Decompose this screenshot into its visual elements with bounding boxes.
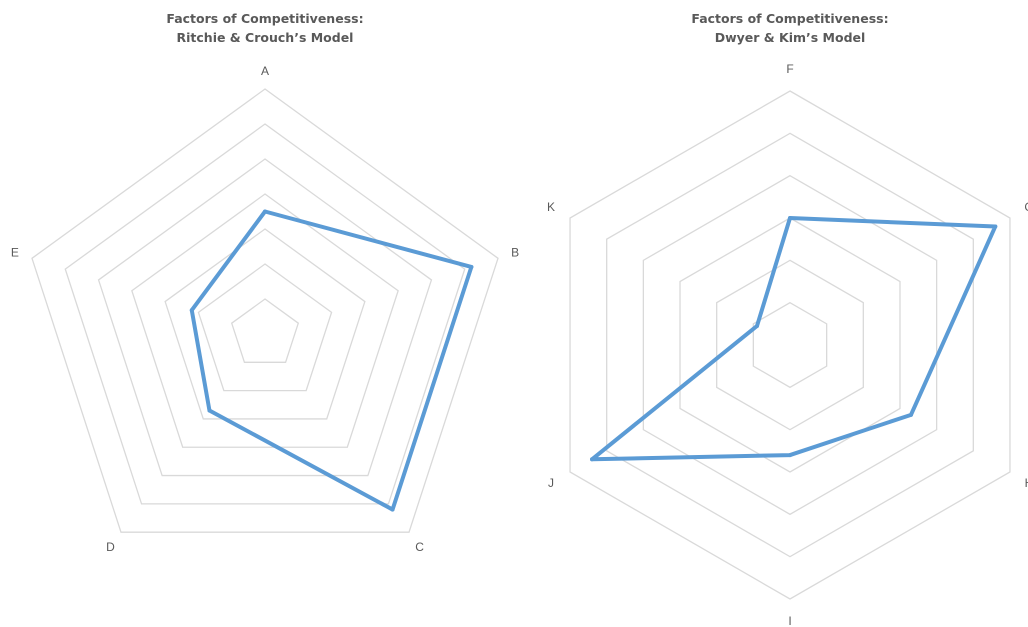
- axis-label-b: B: [511, 246, 519, 260]
- data-point-c: [390, 507, 395, 512]
- data-point-j: [590, 457, 595, 462]
- axis-label-j: J: [548, 476, 554, 490]
- grid-ring: [164, 228, 366, 420]
- chart-title-dwyer-kim: Factors of Competitiveness: Dwyer & Kim’…: [640, 9, 940, 47]
- grid-ring: [716, 259, 864, 431]
- grid-ring: [97, 158, 433, 477]
- grid-ring: [752, 301, 828, 389]
- axis-label-d: D: [106, 540, 115, 554]
- axis-label-k: K: [547, 200, 555, 214]
- series-line: [189, 209, 474, 512]
- data-point-h: [908, 412, 913, 417]
- axis-label-e: E: [11, 246, 19, 260]
- grid-ring: [606, 132, 974, 558]
- series-line: [590, 216, 998, 462]
- chart-title-ritchie-crouch: Factors of Competitiveness: Ritchie & Cr…: [115, 9, 415, 47]
- axis-label-c: C: [415, 540, 424, 554]
- axis-label-i: I: [788, 614, 791, 627]
- axis-label-g: G: [1024, 200, 1028, 214]
- grid-ring: [197, 263, 333, 392]
- data-point-f: [788, 216, 792, 220]
- data-point-b: [469, 264, 474, 269]
- grid-ring: [64, 123, 466, 505]
- data-point-g: [993, 224, 998, 229]
- grid-ring: [31, 88, 499, 533]
- grid-ring: [230, 298, 300, 363]
- chart-title-line2: Ritchie & Crouch’s Model: [176, 30, 354, 45]
- axis-label-f: F: [786, 62, 793, 76]
- data-point-i: [788, 453, 792, 458]
- chart-title-line2: Dwyer & Kim’s Model: [714, 30, 866, 45]
- axis-label-h: H: [1025, 476, 1028, 490]
- data-point-k: [755, 323, 760, 328]
- data-point-d: [207, 408, 212, 413]
- axis-label-a: A: [261, 64, 269, 78]
- grid-ring: [679, 217, 901, 473]
- grid-ring: [642, 174, 938, 516]
- data-point-e: [189, 308, 194, 313]
- chart-title-line1: Factors of Competitiveness:: [691, 11, 889, 26]
- chart-title-line1: Factors of Competitiveness:: [166, 11, 364, 26]
- grid-ring: [131, 193, 399, 448]
- data-point-a: [263, 209, 267, 214]
- grid-ring: [569, 90, 1011, 600]
